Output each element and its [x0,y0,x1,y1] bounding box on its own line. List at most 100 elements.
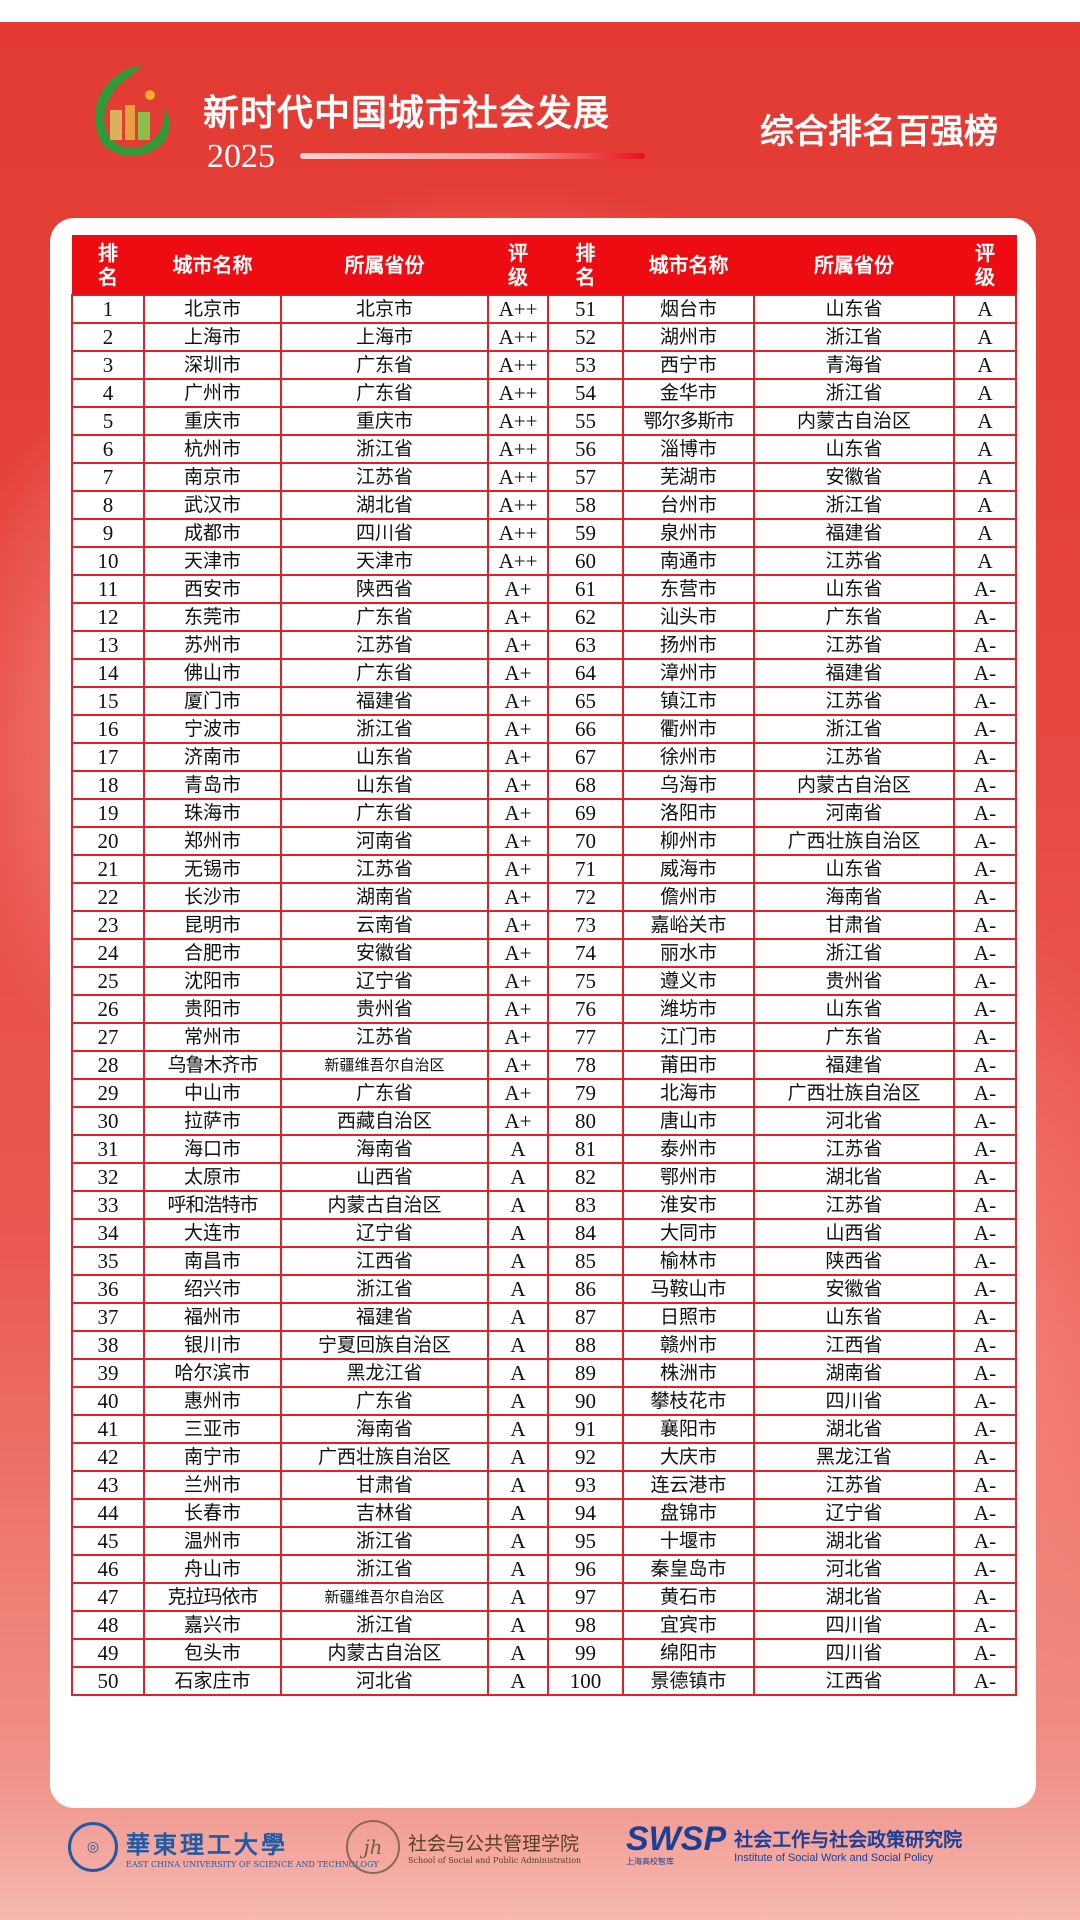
city-cell: 盘锦市 [622,1498,755,1528]
grade-cell: A++ [487,294,549,324]
city-cell: 杭州市 [143,434,282,464]
rank-cell: 52 [547,322,624,352]
table-row: 14 佛山市 广东省 A+ 64 漳州市 福建省 A- [71,658,1017,688]
grade-cell: A- [953,910,1017,940]
table-row: 11 西安市 陕西省 A+ 61 东营市 山东省 A- [71,574,1017,604]
grade-cell: A [487,1246,549,1276]
rank-cell: 82 [547,1162,624,1192]
header-grade: 评级 [953,235,1017,296]
table-row: 40 惠州市 广东省 A 90 攀枝花市 四川省 A- [71,1386,1017,1416]
province-cell: 贵州省 [280,994,489,1024]
swsp-sub: 上海高校智库 [626,1857,674,1866]
table-row: 50 石家庄市 河北省 A 100 景德镇市 江西省 A- [71,1666,1017,1696]
city-cell: 呼和浩特市 [143,1190,282,1220]
table-row: 16 宁波市 浙江省 A+ 66 衢州市 浙江省 A- [71,714,1017,744]
grade-cell: A [487,1162,549,1192]
province-cell: 内蒙古自治区 [753,770,955,800]
city-cell: 秦皇岛市 [622,1554,755,1584]
header-rank: 排名 [547,235,624,296]
rank-cell: 39 [71,1358,145,1388]
grade-cell: A [487,1498,549,1528]
province-cell: 广西壮族自治区 [753,826,955,856]
city-cell: 惠州市 [143,1386,282,1416]
city-cell: 哈尔滨市 [143,1358,282,1388]
rank-cell: 14 [71,658,145,688]
grade-cell: A- [953,1666,1017,1696]
province-cell: 江西省 [753,1666,955,1696]
rank-cell: 43 [71,1470,145,1500]
grade-cell: A- [953,1218,1017,1248]
grade-cell: A- [953,574,1017,604]
table-row: 25 沈阳市 辽宁省 A+ 75 遵义市 贵州省 A- [71,966,1017,996]
city-cell: 福州市 [143,1302,282,1332]
province-cell: 江苏省 [753,630,955,660]
rank-cell: 71 [547,854,624,884]
province-cell: 陕西省 [753,1246,955,1276]
grade-cell: A- [953,1386,1017,1416]
city-cell: 赣州市 [622,1330,755,1360]
province-cell: 辽宁省 [280,966,489,996]
city-cell: 无锡市 [143,854,282,884]
city-cell: 泉州市 [622,518,755,548]
city-cell: 宜宾市 [622,1610,755,1640]
rank-cell: 56 [547,434,624,464]
rank-cell: 76 [547,994,624,1024]
grade-cell: A [487,1190,549,1220]
city-cell: 长春市 [143,1498,282,1528]
city-cell: 乌海市 [622,770,755,800]
grade-cell: A [953,462,1017,492]
grade-cell: A++ [487,378,549,408]
grade-cell: A- [953,1554,1017,1584]
grade-cell: A+ [487,1078,549,1108]
city-cell: 湖州市 [622,322,755,352]
grade-cell: A- [953,798,1017,828]
rank-cell: 90 [547,1386,624,1416]
rank-cell: 25 [71,966,145,996]
rank-cell: 54 [547,378,624,408]
city-cell: 西宁市 [622,350,755,380]
grade-cell: A- [953,1498,1017,1528]
city-cell: 日照市 [622,1302,755,1332]
rank-cell: 2 [71,322,145,352]
table-row: 2 上海市 上海市 A++ 52 湖州市 浙江省 A [71,322,1017,352]
province-cell: 四川省 [753,1638,955,1668]
rank-cell: 24 [71,938,145,968]
grade-cell: A+ [487,910,549,940]
province-cell: 福建省 [753,518,955,548]
rank-cell: 22 [71,882,145,912]
province-cell: 江苏省 [280,1022,489,1052]
grade-cell: A+ [487,938,549,968]
table-row: 10 天津市 天津市 A++ 60 南通市 江苏省 A [71,546,1017,576]
rank-cell: 65 [547,686,624,716]
rank-cell: 8 [71,490,145,520]
table-row: 34 大连市 辽宁省 A 84 大同市 山西省 A- [71,1218,1017,1248]
table-row: 47 克拉玛依市 新疆维吾尔自治区 A 97 黄石市 湖北省 A- [71,1582,1017,1612]
province-cell: 浙江省 [280,1610,489,1640]
rank-cell: 4 [71,378,145,408]
table-row: 24 合肥市 安徽省 A+ 74 丽水市 浙江省 A- [71,938,1017,968]
province-cell: 河南省 [753,798,955,828]
grade-cell: A [487,1470,549,1500]
school-name: 社会与公共管理学院 [408,1833,580,1855]
city-cell: 连云港市 [622,1470,755,1500]
grade-cell: A [487,1610,549,1640]
rank-cell: 5 [71,406,145,436]
rank-cell: 21 [71,854,145,884]
city-cell: 厦门市 [143,686,282,716]
rank-cell: 66 [547,714,624,744]
table-row: 4 广州市 广东省 A++ 54 金华市 浙江省 A [71,378,1017,408]
table-row: 7 南京市 江苏省 A++ 57 芜湖市 安徽省 A [71,462,1017,492]
school-name-en: School of Social and Public Administrati… [408,1856,582,1865]
province-cell: 天津市 [280,546,489,576]
grade-cell: A- [953,1470,1017,1500]
province-cell: 江苏省 [753,1190,955,1220]
city-cell: 青岛市 [143,770,282,800]
rank-cell: 96 [547,1554,624,1584]
rank-cell: 70 [547,826,624,856]
province-cell: 四川省 [753,1386,955,1416]
grade-cell: A- [953,994,1017,1024]
city-cell: 北京市 [143,294,282,324]
province-cell: 浙江省 [280,714,489,744]
grade-cell: A+ [487,658,549,688]
grade-cell: A- [953,1190,1017,1220]
